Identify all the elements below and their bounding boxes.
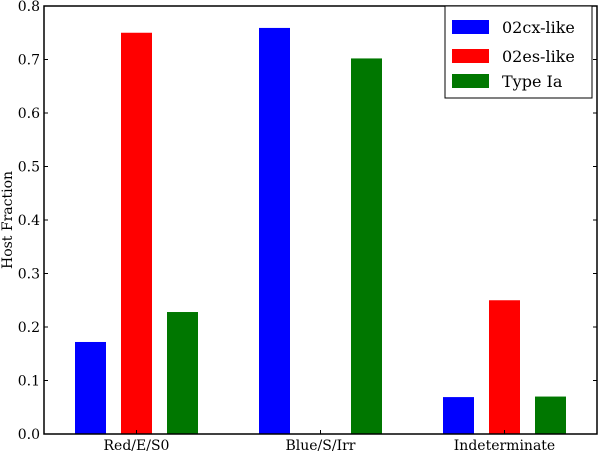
y-tick-label: 0.8 [18, 0, 40, 15]
legend: 02cx-like 02es-like Type Ia [444, 5, 593, 99]
y-tick-label: 0.3 [18, 267, 40, 283]
x-tick-label: Indeterminate [454, 438, 555, 452]
x-axis: Red/E/S0 Blue/S/Irr Indeterminate [104, 430, 555, 452]
legend-swatch-02es [452, 49, 489, 63]
bar-type-ia-blue-s-irr [351, 58, 382, 435]
bar-type-ia-red-e-s0 [167, 312, 198, 434]
legend-label-02es: 02es-like [502, 47, 575, 66]
y-axis-title: Host Fraction [0, 171, 16, 269]
y-tick-label: 0.1 [18, 374, 40, 390]
legend-label-02cx: 02cx-like [502, 18, 575, 37]
legend-label-typeia: Type Ia [502, 72, 563, 91]
bar-02es-like-indeterminate [489, 300, 520, 434]
legend-swatch-typeia [452, 74, 489, 88]
bar-02cx-like-red-e-s0 [75, 341, 106, 434]
x-tick-label: Red/E/S0 [104, 438, 170, 452]
y-tick-label: 0.2 [18, 320, 40, 336]
bars-group [75, 27, 566, 435]
y-axis: 0.0 0.1 0.2 0.3 0.4 0.5 0.6 0.7 0.8 [18, 0, 597, 443]
bar-02es-like-red-e-s0 [121, 32, 152, 434]
legend-swatch-02cx [452, 20, 489, 34]
bar-02cx-like-indeterminate [443, 397, 474, 434]
y-tick-label: 0.7 [18, 53, 40, 69]
x-tick-label: Blue/S/Irr [285, 438, 355, 452]
bar-type-ia-indeterminate [535, 396, 566, 434]
bar-02cx-like-blue-s-irr [259, 27, 290, 435]
y-tick-label: 0.4 [18, 213, 40, 229]
y-tick-label: 0.6 [18, 106, 40, 122]
y-tick-label: 0.0 [18, 427, 40, 443]
y-tick-label: 0.5 [18, 160, 40, 176]
